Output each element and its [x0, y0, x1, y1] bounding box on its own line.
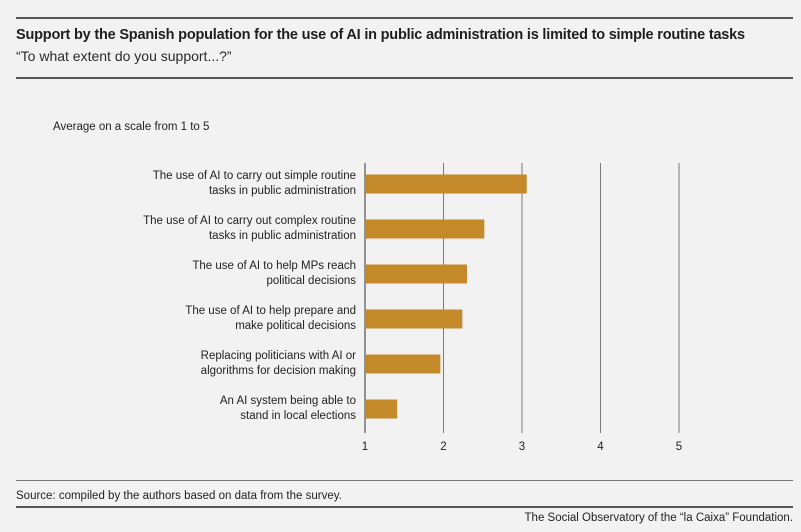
category-label: Replacing politicians with AI or algorith…: [60, 349, 356, 379]
category-label-line: The use of AI to carry out complex routi…: [143, 215, 356, 227]
bar: [365, 354, 441, 374]
category-label-line: The use of AI to carry out simple routin…: [152, 170, 356, 182]
x-tick-label: 5: [676, 441, 682, 453]
footer-credit: The Social Observatory of the “la Caixa”…: [524, 512, 793, 524]
category-label-line: tasks in public administration: [208, 185, 356, 197]
category-label: The use of AI to carry out complex routi…: [60, 214, 356, 244]
category-label-line: tasks in public administration: [208, 230, 356, 242]
x-tick-label: 4: [597, 441, 604, 453]
category-label-line: algorithms for decision making: [200, 365, 356, 377]
header-divider: [16, 77, 793, 79]
x-tick-label: 3: [519, 441, 525, 453]
source-divider: [16, 480, 793, 481]
category-label: An AI system being able to stand in local…: [60, 394, 356, 424]
chart-title: Support by the Spanish population for th…: [16, 27, 745, 43]
bar: [365, 264, 468, 284]
category-label-line: The use of AI to help MPs reach: [192, 260, 356, 272]
source-note: Source: compiled by the authors based on…: [16, 490, 342, 502]
category-label-line: Replacing politicians with AI or: [200, 350, 356, 362]
scale-note: Average on a scale from 1 to 5: [53, 121, 210, 133]
category-label-line: political decisions: [266, 275, 357, 287]
top-rule: [16, 17, 793, 19]
category-label-line: The use of AI to help prepare and: [185, 305, 356, 317]
category-label: The use of AI to help MPs reach political…: [60, 259, 356, 289]
bar: [365, 174, 527, 194]
x-tick-label: 1: [362, 441, 368, 453]
bar: [365, 219, 485, 239]
category-label: The use of AI to help prepare and make po…: [60, 304, 356, 334]
x-tick-label: 2: [440, 441, 446, 453]
category-label-line: An AI system being able to: [219, 395, 356, 407]
bar: [365, 399, 398, 419]
footer-divider: [16, 506, 793, 508]
chart-subtitle: “To what extent do you support...?”: [16, 48, 232, 64]
category-label-line: make political decisions: [235, 320, 356, 332]
category-label-line: stand in local elections: [240, 410, 356, 422]
category-label: The use of AI to carry out simple routin…: [60, 169, 356, 199]
bar: [365, 309, 463, 329]
